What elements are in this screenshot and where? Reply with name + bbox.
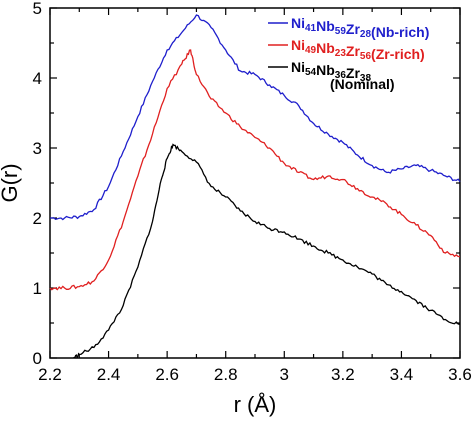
series-line-1 bbox=[49, 49, 460, 291]
legend-label-1: Ni49Nb23Zr56(Zr-rich) bbox=[291, 37, 425, 62]
axis-ticks: 2.2 2.4 2.6 2.8 3 3.2 3.4 3.6 0 1 2 3 4 5 bbox=[33, 0, 472, 384]
x-tick-label: 2.4 bbox=[97, 365, 121, 384]
series-line-2 bbox=[73, 143, 461, 359]
x-tick-label: 2.8 bbox=[214, 365, 238, 384]
x-tick-label: 2.2 bbox=[38, 365, 62, 384]
legend-label-2: Ni54Nb36Zr38 bbox=[291, 59, 371, 84]
x-tick-label: 3.4 bbox=[390, 365, 414, 384]
x-axis-label: r (Å) bbox=[234, 392, 277, 417]
series-line-0 bbox=[50, 14, 461, 221]
y-tick-label: 2 bbox=[33, 209, 42, 228]
series-layer bbox=[49, 14, 461, 359]
x-tick-label: 3.6 bbox=[448, 365, 472, 384]
x-tick-label: 3.2 bbox=[331, 365, 355, 384]
y-tick-label: 5 bbox=[33, 0, 42, 18]
x-tick-label: 3 bbox=[280, 365, 289, 384]
y-tick-label: 3 bbox=[33, 139, 42, 158]
legend: Ni41Nb59Zr28(Nb-rich)Ni49Nb23Zr56(Zr-ric… bbox=[268, 15, 429, 92]
y-tick-label: 4 bbox=[33, 69, 42, 88]
y-tick-label: 0 bbox=[33, 349, 42, 368]
y-tick-label: 1 bbox=[33, 279, 42, 298]
legend-label-0: Ni41Nb59Zr28(Nb-rich) bbox=[291, 15, 429, 40]
x-tick-label: 2.6 bbox=[155, 365, 179, 384]
legend-label-2-line2: (Nominal) bbox=[330, 76, 395, 92]
y-axis-label: G(r) bbox=[0, 163, 22, 202]
